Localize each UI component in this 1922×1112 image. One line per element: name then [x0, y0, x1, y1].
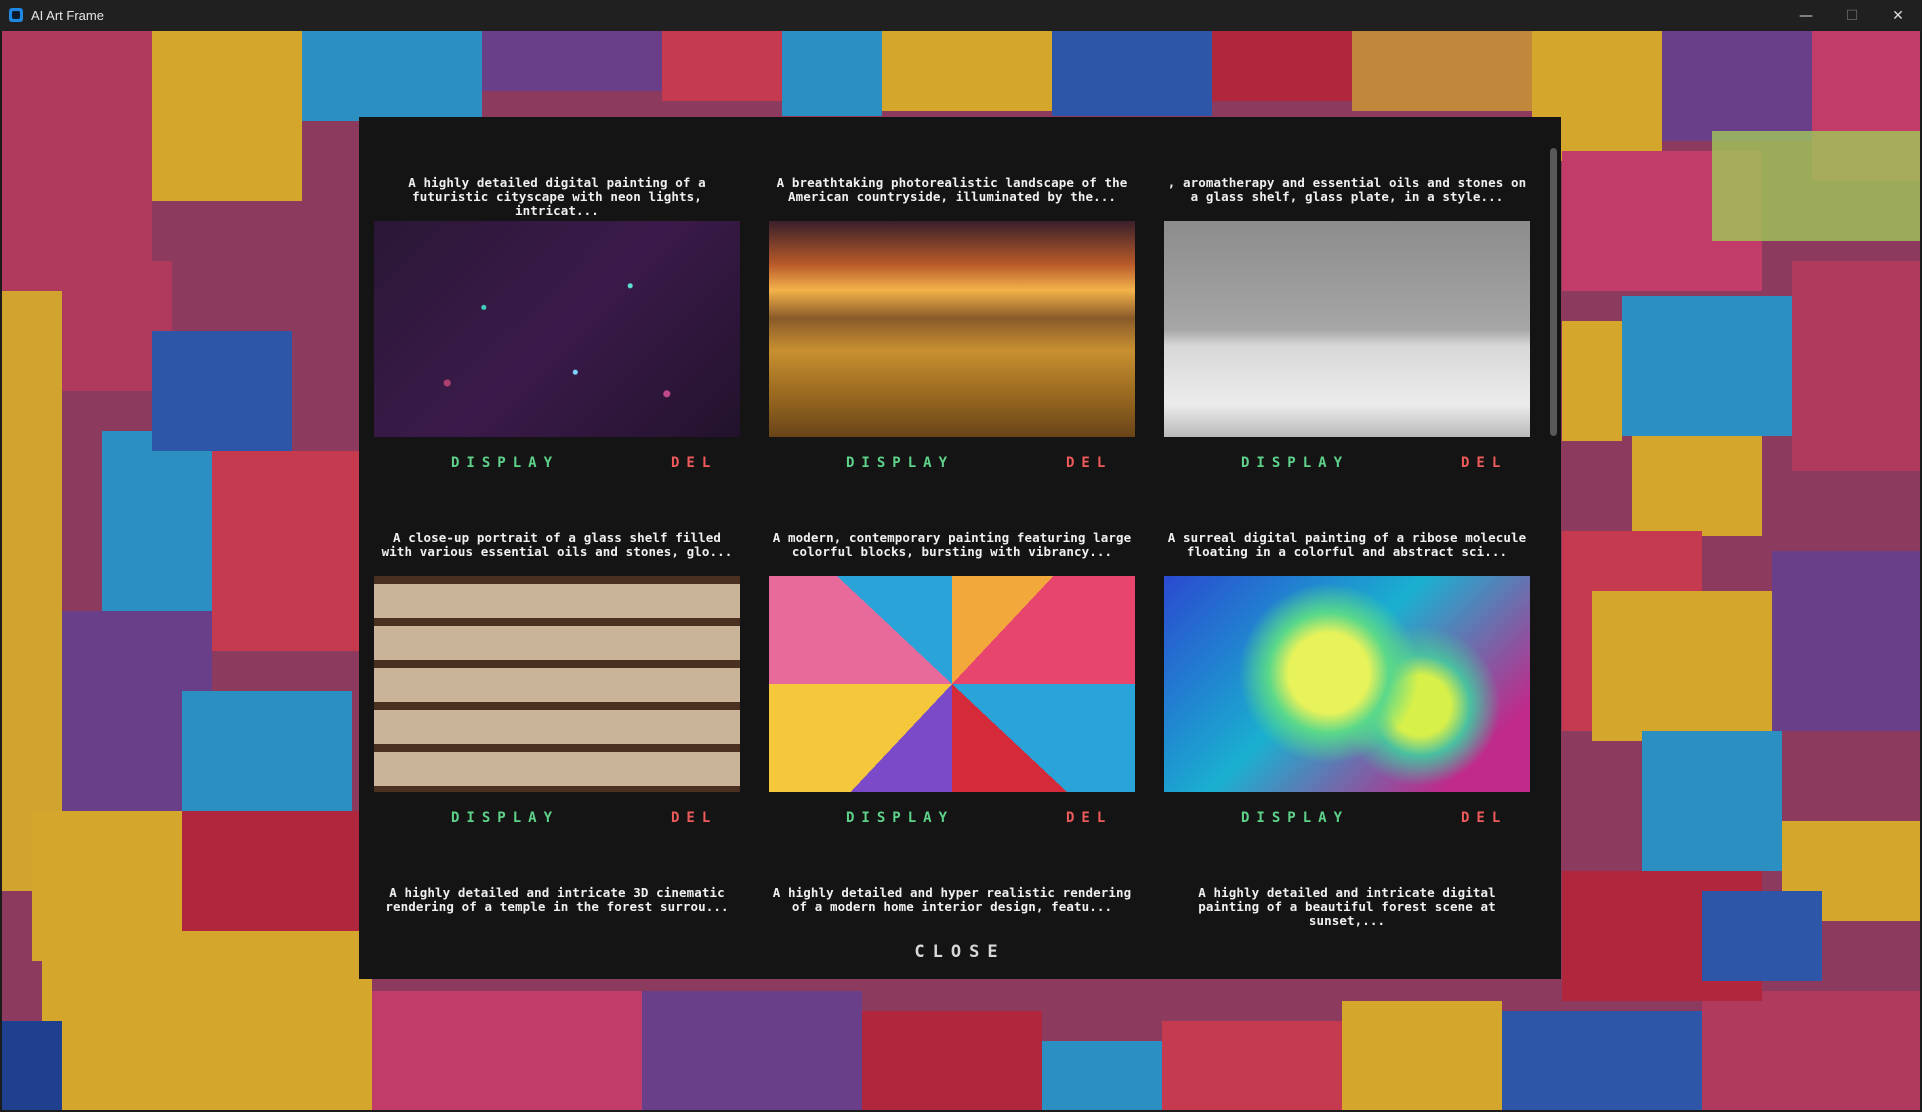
delete-button[interactable]: DEL — [671, 810, 718, 826]
image-caption: A surreal digital painting of a ribose m… — [1167, 530, 1527, 559]
bg-block — [862, 1011, 1042, 1110]
artwork-thumbnail[interactable] — [374, 221, 740, 437]
artwork-thumbnail[interactable] — [1164, 221, 1530, 437]
image-caption: A breathtaking photorealistic landscape … — [776, 175, 1128, 204]
image-caption: A highly detailed and intricate 3D cinem… — [385, 885, 729, 914]
image-caption: , aromatherapy and essential oils and st… — [1167, 175, 1527, 204]
bg-block — [1642, 731, 1782, 871]
artwork-thumbnail[interactable] — [769, 576, 1135, 792]
bg-block — [212, 451, 362, 651]
display-button[interactable]: DISPLAY — [1241, 810, 1350, 826]
bg-block — [152, 31, 302, 201]
bg-block — [1702, 891, 1822, 981]
window-titlebar: AI Art Frame — ☐ ✕ — [0, 0, 1922, 31]
bg-block — [1342, 1001, 1502, 1110]
bg-block — [662, 31, 782, 101]
bg-block — [1042, 1041, 1162, 1110]
bg-block — [2, 1021, 62, 1110]
bg-block — [482, 31, 662, 91]
artwork-thumbnail[interactable] — [769, 221, 1135, 437]
bg-block — [1662, 31, 1812, 141]
window-close-button[interactable]: ✕ — [1892, 7, 1904, 24]
bg-block — [152, 331, 292, 451]
window-title: AI Art Frame — [31, 8, 104, 23]
image-caption: A highly detailed and hyper realistic re… — [772, 885, 1132, 914]
bg-block — [782, 31, 882, 116]
close-button[interactable]: CLOSE — [914, 942, 1006, 962]
bg-block — [372, 991, 642, 1110]
delete-button[interactable]: DEL — [1461, 810, 1508, 826]
bg-block — [1352, 31, 1532, 111]
bg-block — [2, 291, 62, 891]
maximize-button[interactable]: ☐ — [1845, 7, 1859, 24]
image-caption: A close-up portrait of a glass shelf fil… — [381, 530, 733, 559]
bg-block — [1562, 321, 1622, 441]
image-caption: A highly detailed and intricate digital … — [1198, 885, 1496, 928]
bg-block — [1052, 31, 1212, 116]
display-button[interactable]: DISPLAY — [846, 455, 955, 471]
bg-block — [42, 931, 372, 1110]
app-icon — [9, 8, 23, 22]
bg-block — [1702, 991, 1920, 1110]
delete-button[interactable]: DEL — [671, 455, 718, 471]
display-button[interactable]: DISPLAY — [846, 810, 955, 826]
bg-block — [1502, 1011, 1702, 1110]
artwork-thumbnail[interactable] — [374, 576, 740, 792]
minimize-button[interactable]: — — [1799, 7, 1813, 24]
bg-block — [182, 691, 352, 811]
delete-button[interactable]: DEL — [1066, 810, 1113, 826]
bg-block — [1772, 551, 1920, 731]
bg-block — [2, 31, 152, 291]
bg-block — [1622, 296, 1792, 436]
delete-button[interactable]: DEL — [1461, 455, 1508, 471]
bg-block — [1592, 591, 1772, 741]
bg-block — [102, 431, 232, 611]
bg-block — [1162, 1021, 1342, 1110]
gallery-scrollbar[interactable] — [1550, 148, 1557, 436]
bg-block — [1792, 261, 1920, 471]
bg-block — [302, 31, 482, 121]
display-button[interactable]: DISPLAY — [1241, 455, 1350, 471]
display-button[interactable]: DISPLAY — [451, 455, 560, 471]
gallery-panel: A highly detailed digital painting of a … — [359, 117, 1561, 979]
bg-block — [1712, 131, 1920, 241]
delete-button[interactable]: DEL — [1066, 455, 1113, 471]
bg-block — [1632, 436, 1762, 536]
image-caption: A modern, contemporary painting featurin… — [772, 530, 1132, 559]
artwork-thumbnail[interactable] — [1164, 576, 1530, 792]
bg-block — [1212, 31, 1352, 101]
bg-block — [882, 31, 1052, 111]
bg-block — [642, 991, 862, 1110]
display-button[interactable]: DISPLAY — [451, 810, 560, 826]
art-frame-background: A highly detailed digital painting of a … — [2, 31, 1920, 1110]
image-caption: A highly detailed digital painting of a … — [408, 175, 706, 218]
